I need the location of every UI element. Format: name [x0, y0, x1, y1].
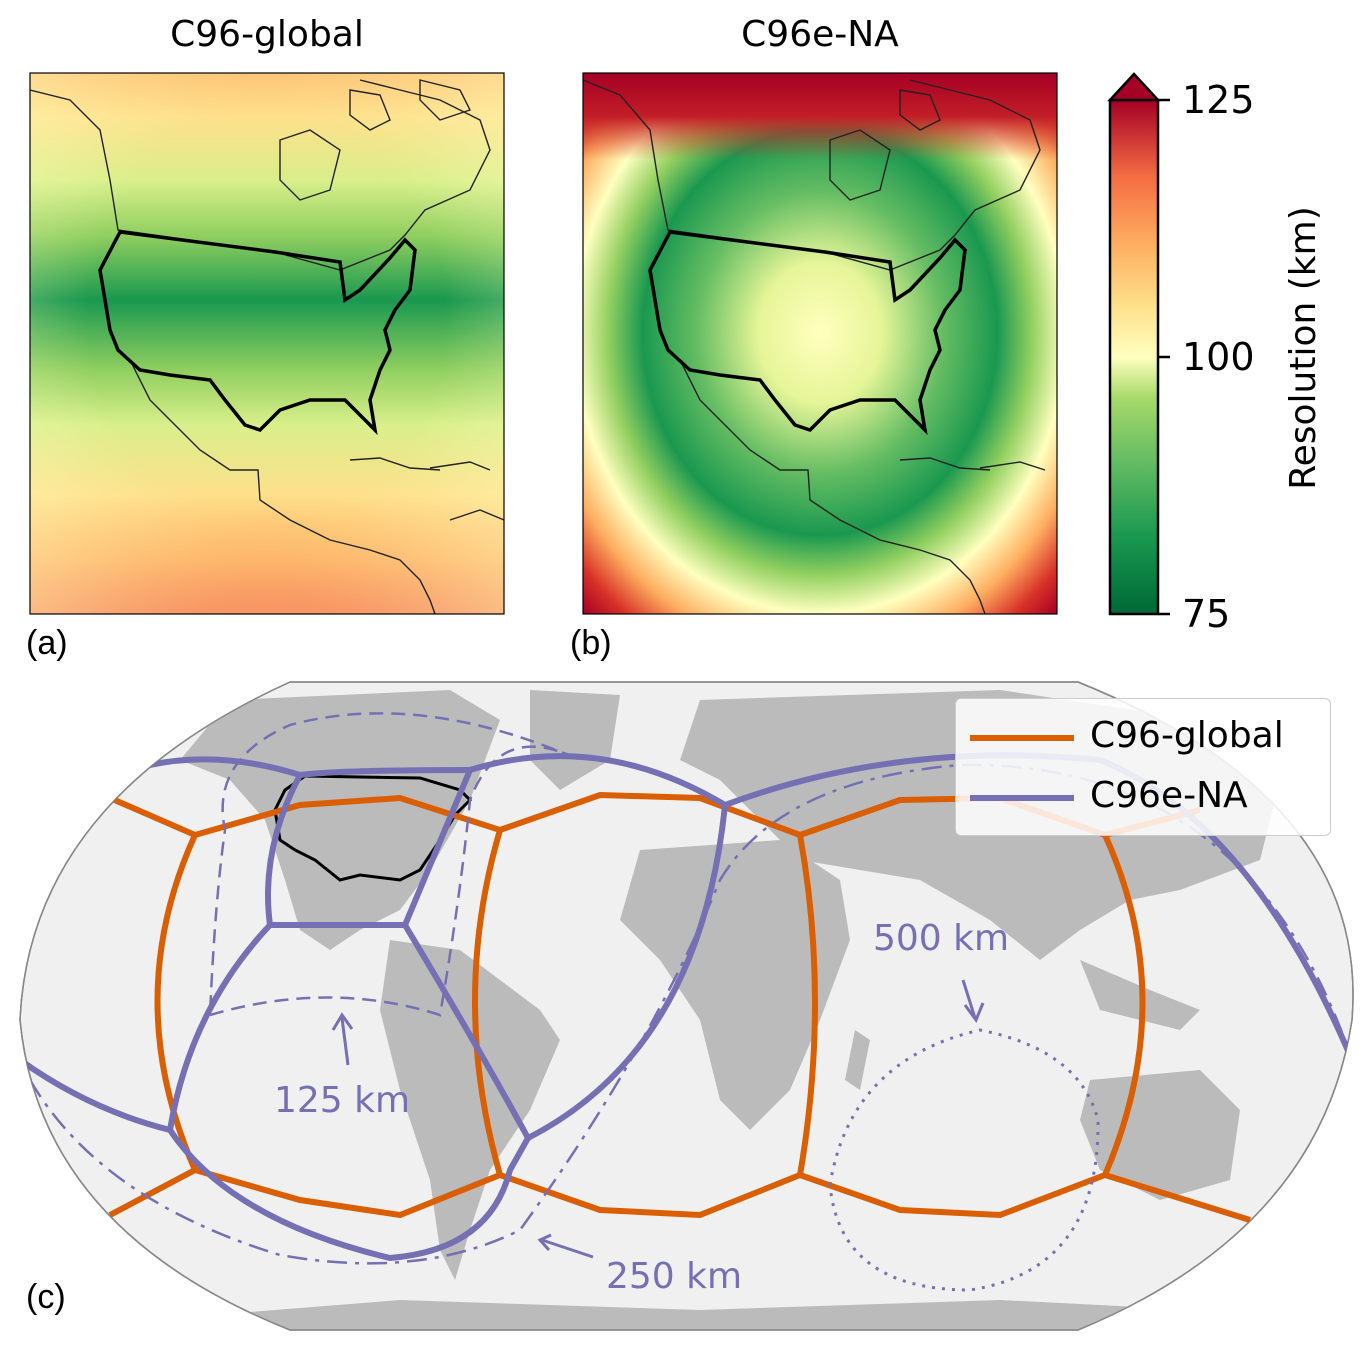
annotation-250km: 250 km [606, 1256, 743, 1297]
legend-item-global: C96-global [956, 713, 1330, 763]
legend-line-na [970, 795, 1074, 801]
panel-a-title: C96-global [170, 14, 364, 55]
usa-outline-a [98, 230, 417, 436]
usa-outline-b [648, 230, 967, 436]
panel-b-map [582, 72, 1058, 615]
legend-label-na: C96e-NA [1090, 775, 1248, 816]
panel-b-title: C96e-NA [741, 14, 899, 55]
na-edge-f [20, 1057, 171, 1133]
annotation-125km: 125 km [274, 1080, 411, 1121]
panel-label-b: (b) [570, 624, 612, 662]
panel-label-c: (c) [26, 1278, 66, 1316]
na-edge-a [149, 756, 301, 778]
panel-c-map [19, 681, 1354, 1331]
colorbar-tick-125: 125 [1182, 78, 1255, 122]
panel-a-map [29, 72, 505, 615]
global-edge-v4 [1102, 833, 1146, 1177]
legend-line-global [970, 735, 1074, 741]
colorbar [1107, 72, 1170, 616]
legend: C96-global C96e-NA [955, 698, 1331, 836]
arrow-125km [340, 1017, 350, 1066]
global-edge-bot1 [108, 1166, 1251, 1223]
legend-item-na: C96e-NA [956, 773, 1330, 823]
colorbar-tick-100: 100 [1182, 335, 1255, 379]
global-edge-v2 [472, 829, 503, 1176]
annotation-500km: 500 km [873, 918, 1010, 959]
arrow-250km [541, 1238, 594, 1259]
legend-label-global: C96-global [1090, 715, 1284, 756]
global-edge-v1 [154, 833, 198, 1172]
contour-125km [208, 712, 581, 1017]
na-edge-e [166, 922, 531, 1262]
arrow-500km [961, 979, 977, 1019]
contour-500km [828, 1028, 1100, 1292]
na-edge-c [526, 804, 728, 1141]
panel-label-a: (a) [26, 624, 68, 662]
na-edge-b [469, 753, 727, 808]
colorbar-tick-75: 75 [1182, 592, 1231, 636]
na-edge-face [265, 766, 475, 928]
na-edge-d [402, 923, 531, 1140]
colorbar-label: Resolution (km) [1283, 206, 1324, 490]
global-edge-v3 [797, 834, 818, 1176]
